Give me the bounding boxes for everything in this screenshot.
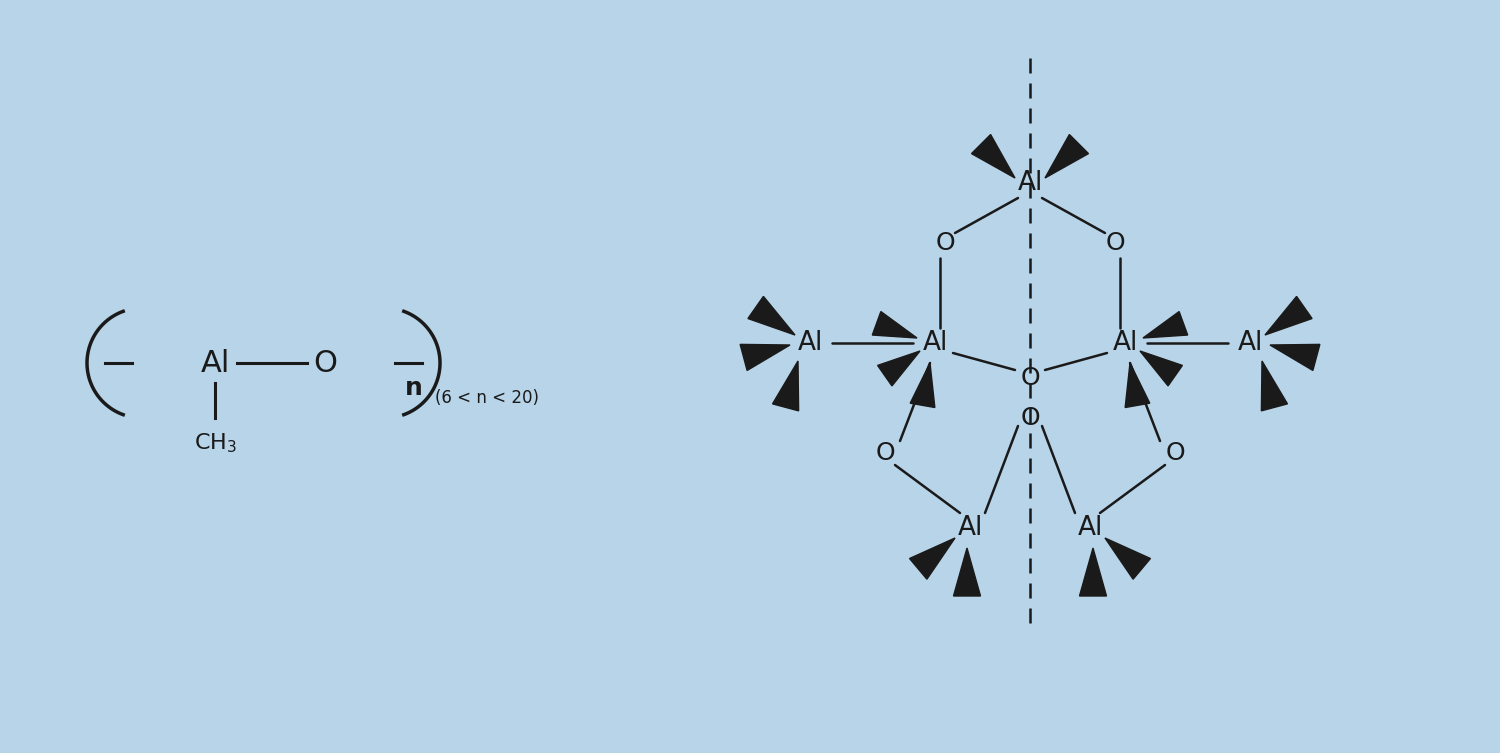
- Text: Al: Al: [1017, 170, 1042, 196]
- Polygon shape: [772, 361, 798, 411]
- Text: O: O: [1106, 231, 1125, 255]
- Text: (6 < n < 20): (6 < n < 20): [435, 389, 538, 407]
- Polygon shape: [1106, 538, 1150, 579]
- Polygon shape: [873, 312, 916, 338]
- Text: Al: Al: [957, 515, 982, 541]
- Polygon shape: [910, 363, 934, 407]
- Text: Al: Al: [1077, 515, 1102, 541]
- Polygon shape: [740, 344, 790, 370]
- Polygon shape: [1262, 361, 1287, 411]
- Text: O: O: [934, 231, 956, 255]
- Text: O: O: [1166, 441, 1185, 465]
- Polygon shape: [1270, 344, 1320, 370]
- Text: O: O: [1020, 406, 1040, 430]
- Polygon shape: [748, 297, 795, 335]
- Text: O: O: [1020, 366, 1040, 390]
- Text: Al: Al: [798, 330, 822, 356]
- Text: O: O: [314, 349, 338, 377]
- Text: Al: Al: [201, 349, 229, 377]
- Text: O: O: [874, 441, 896, 465]
- Text: Al: Al: [1238, 330, 1263, 356]
- Polygon shape: [878, 351, 920, 386]
- Polygon shape: [972, 135, 1016, 178]
- Polygon shape: [1125, 363, 1150, 407]
- Polygon shape: [1080, 548, 1107, 596]
- Polygon shape: [1140, 351, 1182, 386]
- Polygon shape: [909, 538, 956, 579]
- Polygon shape: [1264, 297, 1312, 335]
- Text: Al: Al: [1113, 330, 1137, 356]
- Polygon shape: [1046, 135, 1089, 178]
- Text: CH$_3$: CH$_3$: [194, 431, 237, 455]
- Polygon shape: [954, 548, 981, 596]
- Text: n: n: [405, 376, 423, 400]
- Polygon shape: [1143, 312, 1188, 338]
- Text: Al: Al: [922, 330, 948, 356]
